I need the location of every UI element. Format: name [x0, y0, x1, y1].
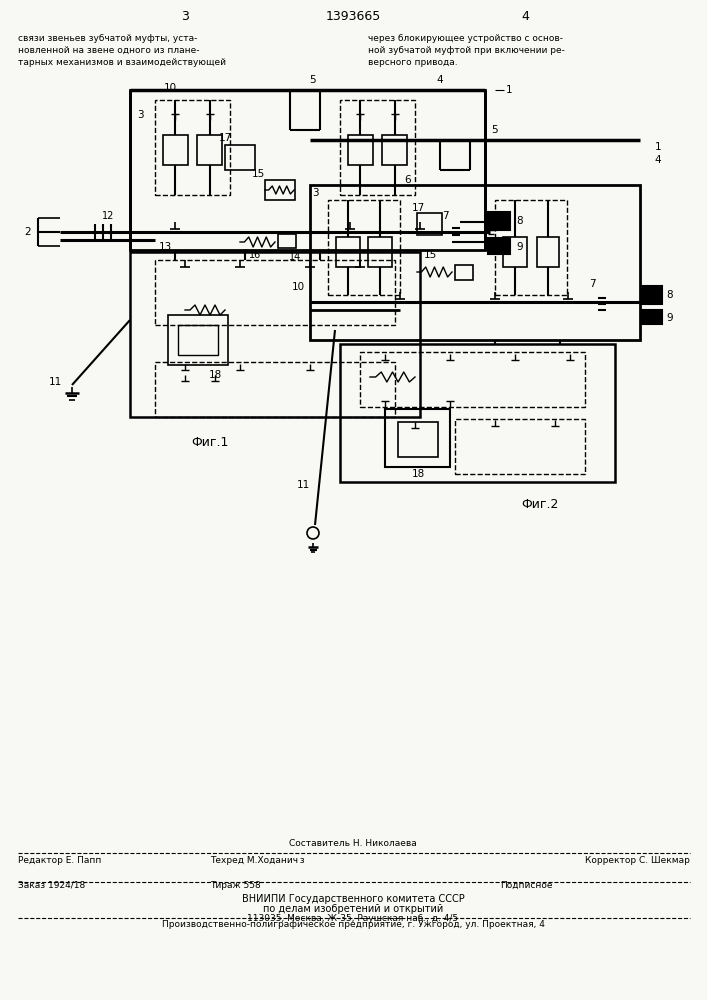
Text: 12: 12: [102, 211, 115, 221]
Text: 6: 6: [404, 175, 411, 185]
Bar: [503, 237, 527, 267]
Text: 7: 7: [589, 279, 595, 289]
Text: Составитель Н. Николаева: Составитель Н. Николаева: [289, 839, 417, 848]
Bar: [155, 362, 395, 417]
Text: 17: 17: [411, 203, 425, 213]
Bar: [225, 145, 255, 170]
Text: через блокирующее устройство с основ-: через блокирующее устройство с основ-: [368, 34, 563, 43]
Bar: [130, 90, 485, 250]
Text: 7: 7: [442, 211, 448, 221]
Text: 9: 9: [517, 242, 523, 252]
Bar: [642, 310, 662, 324]
Text: Редактор Е. Папп: Редактор Е. Папп: [18, 856, 101, 865]
Bar: [360, 352, 585, 407]
Text: 10: 10: [291, 282, 305, 292]
Bar: [340, 344, 615, 482]
Bar: [310, 185, 640, 340]
Bar: [385, 409, 450, 467]
Text: версного привода.: версного привода.: [368, 58, 457, 67]
Text: 11: 11: [49, 377, 62, 387]
Bar: [130, 252, 420, 417]
Text: ВНИИПИ Государственного комитета СССР: ВНИИПИ Государственного комитета СССР: [242, 894, 464, 904]
Text: новленной на звене одного из плане-: новленной на звене одного из плане-: [18, 46, 199, 55]
Text: 18: 18: [209, 370, 221, 380]
Text: 2: 2: [25, 227, 31, 237]
Text: 1393665: 1393665: [325, 10, 380, 23]
Bar: [537, 237, 559, 267]
Text: 10: 10: [163, 83, 177, 93]
Bar: [163, 135, 188, 165]
Text: 4: 4: [521, 10, 529, 23]
Bar: [455, 419, 585, 474]
Text: 4: 4: [655, 155, 661, 165]
Bar: [455, 265, 473, 280]
Bar: [155, 260, 395, 325]
Text: 3: 3: [312, 188, 318, 198]
Text: 1: 1: [506, 85, 513, 95]
Text: 4: 4: [437, 75, 443, 85]
Bar: [328, 200, 400, 295]
Text: Тираж 558: Тираж 558: [210, 881, 261, 890]
Text: 1: 1: [655, 142, 661, 152]
Text: 3: 3: [136, 110, 144, 120]
Text: 3: 3: [181, 10, 189, 23]
Text: Техред М.Ходанич з: Техред М.Ходанич з: [210, 856, 305, 865]
Bar: [348, 135, 373, 165]
Text: 9: 9: [667, 313, 673, 323]
Text: 5: 5: [309, 75, 315, 85]
Text: 15: 15: [252, 169, 264, 179]
Bar: [488, 238, 510, 254]
Text: 17: 17: [218, 133, 232, 143]
Text: 13: 13: [158, 242, 172, 252]
Text: Фиг.1: Фиг.1: [192, 436, 228, 448]
Bar: [382, 135, 407, 165]
Bar: [265, 180, 295, 200]
Bar: [340, 100, 415, 195]
Text: ной зубчатой муфтой при включении ре-: ной зубчатой муфтой при включении ре-: [368, 46, 565, 55]
Bar: [197, 135, 222, 165]
Text: Корректор С. Шекмар: Корректор С. Шекмар: [585, 856, 690, 865]
Bar: [278, 234, 296, 248]
Text: тарных механизмов и взаимодействующей: тарных механизмов и взаимодействующей: [18, 58, 226, 67]
Text: Производственно-полиграфическое предприятие, г. Ужгород, ул. Проектная, 4: Производственно-полиграфическое предприя…: [162, 920, 544, 929]
Bar: [398, 422, 438, 457]
Text: 8: 8: [517, 216, 523, 226]
Text: 5: 5: [491, 125, 498, 135]
Text: 18: 18: [411, 469, 425, 479]
Text: 113035, Москва, Ж-35, Раушская наб., д. 4/5: 113035, Москва, Ж-35, Раушская наб., д. …: [247, 914, 459, 923]
Text: 14: 14: [289, 252, 301, 262]
Bar: [488, 212, 510, 230]
Bar: [155, 100, 230, 195]
Bar: [417, 213, 442, 235]
Text: Фиг.2: Фиг.2: [521, 498, 559, 512]
Bar: [336, 237, 360, 267]
Bar: [495, 200, 567, 295]
Text: 8: 8: [667, 290, 673, 300]
Text: Подписное: Подписное: [500, 881, 552, 890]
Bar: [642, 286, 662, 304]
Text: Заказ 1924/18: Заказ 1924/18: [18, 881, 86, 890]
Text: 11: 11: [296, 480, 310, 490]
Text: связи звеньев зубчатой муфты, уста-: связи звеньев зубчатой муфты, уста-: [18, 34, 197, 43]
Text: 15: 15: [423, 250, 437, 260]
Bar: [178, 325, 218, 355]
Bar: [368, 237, 392, 267]
Text: по делам изобретений и открытий: по делам изобретений и открытий: [263, 904, 443, 914]
Bar: [168, 315, 228, 365]
Text: 16: 16: [249, 250, 261, 260]
